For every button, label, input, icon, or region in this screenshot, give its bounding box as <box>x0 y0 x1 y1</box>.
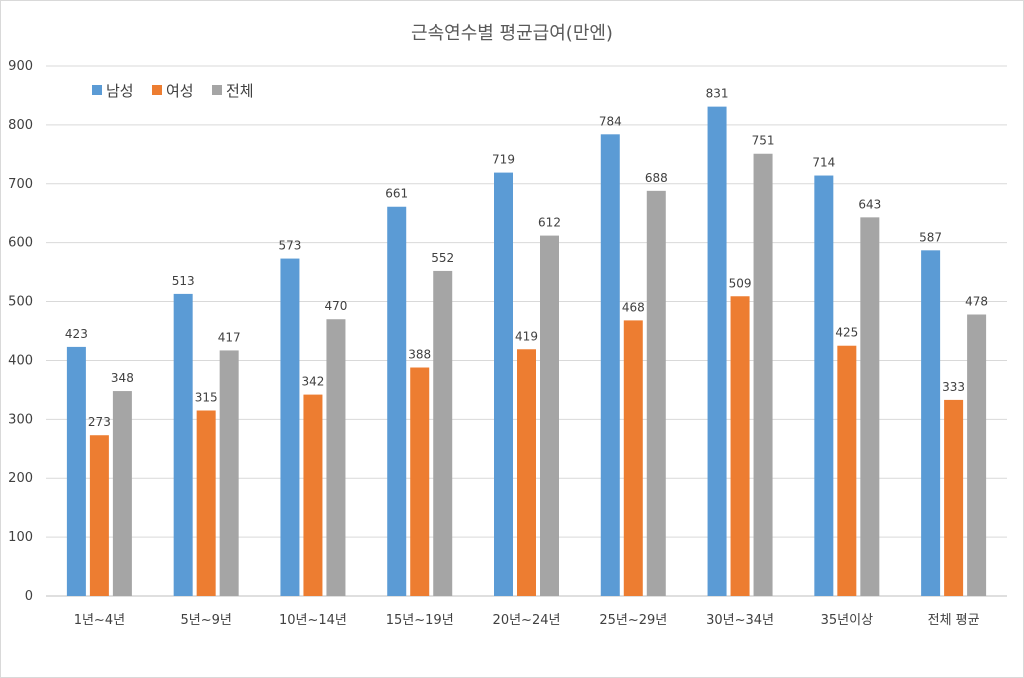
bar <box>967 314 987 596</box>
bar <box>112 391 132 596</box>
bar-value-label: 661 <box>385 187 408 201</box>
bar <box>707 106 727 596</box>
bars <box>66 106 987 597</box>
bar <box>646 190 666 596</box>
x-category-label: 전체 평균 <box>928 613 980 628</box>
legend-label: 여성 <box>166 82 194 100</box>
y-tick-label: 0 <box>25 589 33 604</box>
bar-value-label: 643 <box>858 197 881 211</box>
bar <box>837 345 857 596</box>
bar <box>433 270 453 596</box>
legend-swatch <box>212 85 222 95</box>
legend-swatch <box>152 85 162 95</box>
bar-value-label: 388 <box>408 348 431 362</box>
x-category-label: 15년~19년 <box>386 613 454 628</box>
bar-value-label: 468 <box>622 300 645 314</box>
x-category-label: 20년~24년 <box>493 613 561 628</box>
x-category-label: 25년~29년 <box>599 613 667 628</box>
bar <box>303 394 323 596</box>
bar-value-label: 342 <box>301 375 324 389</box>
bar <box>944 399 964 596</box>
bar <box>753 153 773 596</box>
x-category-label: 35년이상 <box>821 613 873 628</box>
bar <box>517 349 536 596</box>
legend-swatch <box>92 85 102 95</box>
bar-value-label: 513 <box>172 274 195 288</box>
bar <box>196 410 216 596</box>
y-tick-label: 100 <box>8 530 33 545</box>
bar-value-label: 688 <box>645 171 668 185</box>
bar-value-label: 831 <box>706 87 729 101</box>
bar-value-label: 573 <box>278 239 301 253</box>
bar <box>730 296 750 596</box>
bar <box>173 293 193 596</box>
legend-label: 남성 <box>106 82 134 100</box>
bar-value-label: 425 <box>835 326 858 340</box>
bar-value-label: 423 <box>65 327 88 341</box>
bar <box>814 175 834 597</box>
bar <box>66 346 86 596</box>
bar <box>540 235 559 596</box>
bar <box>326 319 346 596</box>
y-tick-label: 300 <box>8 412 33 427</box>
y-tick-label: 900 <box>8 59 33 74</box>
bar <box>860 217 880 596</box>
bar-value-label: 417 <box>218 330 241 344</box>
bar-value-label: 612 <box>538 216 561 230</box>
y-tick-label: 400 <box>8 353 33 368</box>
y-tick-label: 800 <box>8 118 33 133</box>
bar-value-label: 719 <box>492 153 515 167</box>
bar-value-label: 333 <box>942 380 965 394</box>
bar-value-label: 478 <box>965 295 988 309</box>
bar <box>387 206 407 596</box>
data-labels: 423 513 573 661 719 784 831 714 587 273 315 342 388 4… <box>65 87 988 430</box>
x-category-label: 5년~9년 <box>180 613 231 628</box>
bar-value-label: 587 <box>919 230 942 244</box>
bar-value-label: 348 <box>111 371 134 385</box>
bar-value-label: 784 <box>599 114 622 128</box>
bar <box>600 134 620 597</box>
bar <box>921 250 941 597</box>
bar-value-label: 552 <box>431 251 454 265</box>
y-tick-label: 700 <box>8 177 33 192</box>
bar-value-label: 751 <box>752 134 775 148</box>
bar <box>219 350 239 596</box>
bar-value-label: 509 <box>729 276 752 290</box>
bar <box>623 320 643 596</box>
x-category-label: 1년~4년 <box>74 613 125 628</box>
x-category-label: 30년~34년 <box>706 613 774 628</box>
bar-value-label: 315 <box>195 391 218 405</box>
bar-value-label: 419 <box>515 329 538 343</box>
bar <box>89 435 109 596</box>
bar-value-label: 714 <box>812 156 835 170</box>
legend: 남성 여성 전체 <box>92 82 254 100</box>
bar <box>494 172 513 597</box>
legend-label: 전체 <box>226 82 254 100</box>
bar <box>410 367 430 596</box>
y-tick-label: 600 <box>8 236 33 251</box>
x-category-label: 10년~14년 <box>279 613 347 628</box>
bar <box>280 258 300 596</box>
bar-value-label: 273 <box>88 415 111 429</box>
y-tick-label: 500 <box>8 295 33 310</box>
y-tick-label: 200 <box>8 471 33 486</box>
bar-value-label: 470 <box>324 299 347 313</box>
chart-title: 근속연수별 평균급여(만엔) <box>411 23 613 44</box>
